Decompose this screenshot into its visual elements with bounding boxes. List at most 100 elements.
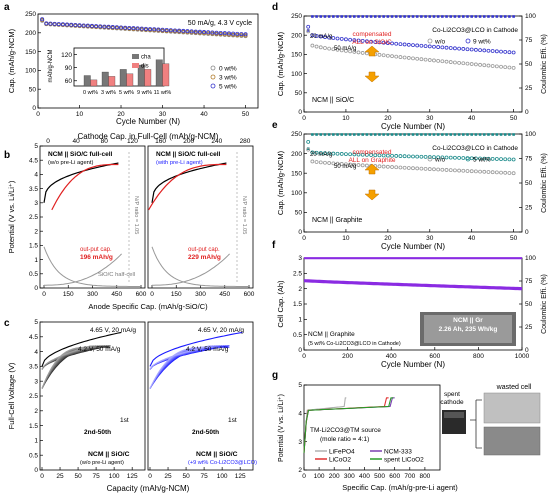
panel-d-ce-point bbox=[378, 15, 381, 18]
panel-c-x-tick-label: 50 bbox=[74, 473, 82, 480]
panel-b-y-tick-label: 3 bbox=[34, 200, 38, 207]
panel-a-point bbox=[181, 28, 186, 33]
panel-g-x-tick-label: 0 bbox=[302, 473, 306, 480]
panel-e-ce-point bbox=[420, 133, 423, 136]
panel-d-ce-point bbox=[319, 15, 323, 18]
panel-d-cap-point bbox=[427, 44, 432, 49]
panel-g-spent-jar-lid bbox=[444, 412, 464, 418]
panel-e-cap-point bbox=[469, 169, 474, 174]
panel-b-bottom-tick-label: 0 bbox=[150, 291, 154, 298]
panel-d-x-tick-label: 30 bbox=[426, 115, 434, 122]
panel-c-y-tick-label: 5 bbox=[34, 319, 38, 326]
panel-a-inset-y-tick-label: 120 bbox=[61, 52, 72, 59]
panel-d-cap-point bbox=[478, 48, 482, 53]
panel-d-cap-point bbox=[339, 48, 344, 53]
panel-g-xlabel: Specific Cap. (mAh/g-pre-Li agent) bbox=[342, 483, 458, 492]
panel-d-cap-point bbox=[331, 47, 336, 52]
panel-a-point bbox=[197, 29, 202, 34]
panel-e-cap-point bbox=[360, 163, 365, 168]
panel-e-cap-point bbox=[419, 166, 424, 171]
panel-b-y-tick-label: 0.5 bbox=[29, 271, 38, 278]
panel-e-ce-point bbox=[382, 133, 385, 136]
panel-a-inset-bar bbox=[119, 69, 127, 87]
panel-e-ce-point bbox=[487, 133, 490, 136]
panel-e-ce-point bbox=[311, 133, 314, 136]
panel-d-ce-point bbox=[482, 15, 486, 18]
panel-a-point bbox=[202, 30, 207, 35]
panel-a-point bbox=[231, 31, 236, 36]
panel-d-ce-point bbox=[348, 15, 352, 18]
panel-e-ce-point bbox=[336, 133, 339, 136]
panel-c-y-tick-label: 0.5 bbox=[29, 452, 38, 459]
panel-a-point bbox=[135, 26, 140, 31]
panel-f-y2-tick-label: 100 bbox=[525, 255, 536, 262]
panel-e-x-tick-label: 30 bbox=[426, 235, 434, 242]
panel-g-wasted-debris-photo bbox=[483, 426, 541, 456]
panel-a-y-tick-label: 100 bbox=[25, 68, 36, 75]
panel-d-cap-point bbox=[360, 51, 365, 55]
panel-e-cap-point bbox=[494, 170, 499, 175]
panel-d-cap-point bbox=[440, 59, 445, 64]
panel-b-top-tick-label: 80 bbox=[101, 138, 109, 145]
panel-c-subtitle: (+9 wt% Co-Li2CO3@LCO) bbox=[188, 460, 257, 466]
panel-d-ce-point bbox=[386, 15, 390, 18]
panel-b-np-label: N/P ratio = 1.05 bbox=[241, 196, 247, 234]
panel-e-cap-point bbox=[461, 168, 466, 173]
panel-a-point bbox=[110, 25, 115, 30]
panel-e-ce-point bbox=[357, 133, 360, 136]
panel-a-legend-label: 3 wt% bbox=[219, 75, 237, 82]
panel-a-x-tick-label: 50 bbox=[242, 111, 250, 118]
panel-a-inset-y-tick-label: 90 bbox=[65, 65, 73, 72]
panel-d-cap-point bbox=[323, 46, 327, 50]
panel-d-cap-point bbox=[385, 53, 390, 58]
panel-f-xlabel: Cycle Number (N) bbox=[381, 360, 445, 369]
panel-d-cap-point bbox=[348, 37, 353, 42]
panel-b-top-tick-label: 40 bbox=[73, 138, 81, 145]
panel-a-legend-marker bbox=[210, 74, 216, 80]
panel-c-y-tick-label: 4.5 bbox=[29, 334, 38, 341]
panel-a-legend-label: 5 wt% bbox=[219, 84, 237, 91]
panel-e-ce-point bbox=[445, 133, 448, 136]
panel-d-cap-point bbox=[385, 41, 390, 45]
panel-d-ce-point bbox=[478, 15, 482, 18]
panel-a-point bbox=[185, 29, 190, 34]
panel-d-cap-point bbox=[314, 44, 319, 49]
panel-e-cap-point bbox=[394, 154, 399, 158]
panel-g-note-ratio: (mole ratio = 4:1) bbox=[320, 436, 369, 443]
panel-d-ce-point bbox=[491, 15, 494, 18]
panel-d-cap-point bbox=[402, 55, 407, 60]
panel-d-cap-point bbox=[369, 39, 373, 44]
panel-d-cap-point bbox=[448, 46, 453, 50]
panel-f-system-label: NCM || Graphite bbox=[308, 331, 355, 338]
panel-e-cap-point bbox=[444, 155, 449, 160]
panel-e-cap-point bbox=[478, 156, 482, 161]
panel-d-cap-point bbox=[344, 37, 348, 42]
panel-f-x-tick-label: 600 bbox=[429, 353, 440, 360]
panel-c-x-tick-label: 0 bbox=[148, 473, 152, 480]
panel-a-inset-category: 0 wt% bbox=[83, 90, 98, 96]
panel-b-top-tick-label: 120 bbox=[127, 138, 138, 145]
panel-e-cap-point bbox=[394, 165, 399, 170]
panel-a-inset-legend-swatch bbox=[132, 54, 139, 59]
panel-letter: a bbox=[4, 2, 10, 13]
panel-e-rate2-label: 50 mA/g bbox=[334, 164, 356, 170]
panel-d-ce-point bbox=[470, 15, 473, 18]
panel-e-cap-point bbox=[415, 166, 420, 171]
panel-a-point bbox=[56, 22, 61, 27]
panel-c-y-tick-label: 4 bbox=[34, 349, 38, 356]
panel-e-cap-point bbox=[432, 155, 436, 160]
panel-d-cap-point bbox=[482, 63, 487, 68]
panel-d-cap-point bbox=[511, 50, 516, 55]
panel-e-ce-point bbox=[441, 133, 444, 136]
panel-g-curve bbox=[303, 397, 347, 454]
panel-b-subplot-subtitle: (with pre-Li agent) bbox=[156, 160, 203, 166]
panel-a-inset-category: 9 wt% bbox=[137, 90, 152, 96]
panel-a-point bbox=[65, 22, 70, 27]
panel-d-ce-point bbox=[508, 15, 511, 18]
panel-b-output-label: out-put cap. bbox=[80, 247, 112, 253]
panel-a-point bbox=[226, 31, 231, 36]
panel-d-cap-point bbox=[503, 65, 508, 69]
panel-d-cap-point bbox=[473, 62, 478, 67]
panel-e-cap-point bbox=[377, 164, 382, 169]
panel-b-top-tick-label: 0 bbox=[46, 138, 50, 145]
